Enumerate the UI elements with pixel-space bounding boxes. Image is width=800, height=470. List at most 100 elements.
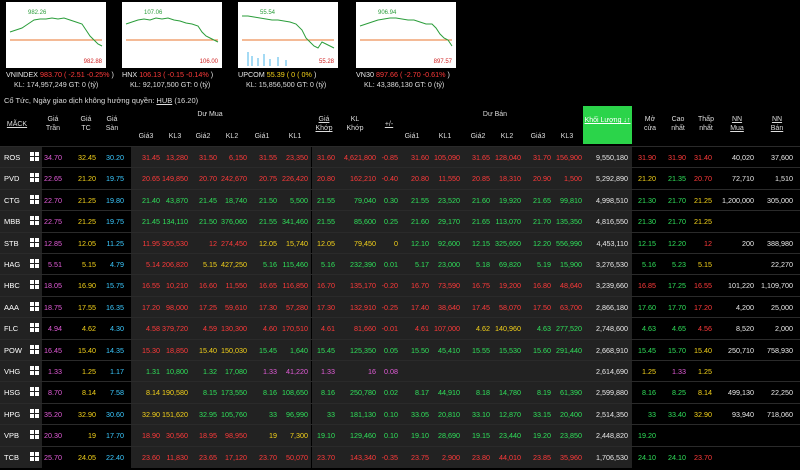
- table-row[interactable]: HSG 8.70 8.14 7.58 8.14 190,580 8.15 173,550 8.1…: [0, 381, 800, 404]
- stock-symbol[interactable]: VPB: [4, 431, 20, 441]
- stock-symbol[interactable]: AAA: [4, 302, 20, 312]
- cell-k1: 108,650: [282, 388, 308, 398]
- cell-nnm: 93,940: [732, 409, 754, 419]
- cell-bg3: 23.85: [533, 452, 551, 462]
- detail-grid-icon[interactable]: [30, 152, 40, 162]
- cell-bk3: [551, 361, 582, 382]
- cell-bk3: 61,390: [560, 388, 582, 398]
- cell-g2: 32.95: [199, 409, 217, 419]
- index-chart[interactable]: 107.06 106.00: [122, 2, 222, 68]
- stock-symbol[interactable]: POW: [4, 345, 22, 355]
- stock-symbol[interactable]: CTG: [4, 195, 20, 205]
- cell-tran: 18.05: [44, 281, 62, 291]
- notice-symbol[interactable]: HUB: [156, 96, 173, 105]
- table-row[interactable]: POW 16.45 15.40 14.35 15.30 18,850 15.40 150,03…: [0, 338, 800, 361]
- cell-san: 16.35: [106, 302, 124, 312]
- detail-grid-icon[interactable]: [30, 173, 40, 183]
- detail-grid-icon[interactable]: [30, 237, 40, 248]
- detail-grid-icon[interactable]: [30, 387, 40, 397]
- table-row[interactable]: HBC 18.05 16.90 15.75 16.55 10,210 16.60 11,550…: [0, 274, 800, 297]
- detail-grid-icon[interactable]: [30, 451, 40, 462]
- detail-grid-icon[interactable]: [30, 194, 40, 205]
- table-row[interactable]: VPB 20.30 19 17.70 18.90 30,560 18.95 98,950 19 7…: [0, 424, 800, 447]
- detail-grid-icon[interactable]: [30, 301, 40, 312]
- cell-kl: 2,514,350: [596, 409, 628, 419]
- cell-bg3: 12.20: [533, 238, 551, 248]
- detail-grid-icon[interactable]: [30, 259, 40, 269]
- index-pct: 0 ( 0%: [291, 70, 312, 79]
- stock-symbol[interactable]: STB: [4, 238, 19, 248]
- cell-bg3: 19.20: [533, 431, 551, 441]
- table-row[interactable]: FLC 4.94 4.62 4.30 4.58 379,720 4.59 130,300 4.6…: [0, 317, 800, 340]
- cell-g3: 16.55: [142, 281, 160, 291]
- index-chart[interactable]: 55.54 55.28: [238, 2, 338, 68]
- detail-grid-icon[interactable]: [30, 430, 40, 440]
- cell-kk: 232,390: [350, 260, 376, 269]
- cell-kl: 9,550,180: [596, 153, 628, 162]
- cell-bk1: 38,640: [438, 302, 460, 312]
- table-row[interactable]: ROS 34.70 32.45 30.20 31.45 13,280 31.50 6,150 3…: [0, 146, 800, 168]
- cell-g1: 15.45: [259, 345, 277, 355]
- index-chart[interactable]: 982.26 982.88: [6, 2, 106, 68]
- stock-symbol[interactable]: PVD: [4, 174, 20, 184]
- chart-high-label: 906.94: [378, 10, 397, 16]
- detail-grid-icon[interactable]: [30, 344, 40, 355]
- cell-g3: 21.45: [142, 217, 160, 227]
- col-plus-minus[interactable]: +/-: [384, 121, 394, 128]
- cell-mo: 33: [648, 409, 656, 419]
- table-row[interactable]: HPG 35.20 32.90 30.60 32.90 151,620 32.95 105,7…: [0, 402, 800, 425]
- detail-grid-icon[interactable]: [30, 280, 40, 290]
- stock-symbol[interactable]: HSG: [4, 388, 21, 398]
- index-chart[interactable]: 906.94 897.57: [356, 2, 456, 68]
- stock-symbol[interactable]: MBB: [4, 217, 21, 227]
- cell-g2: 20.70: [199, 174, 217, 184]
- cell-bg2: 12.15: [472, 238, 490, 248]
- detail-grid-icon[interactable]: [30, 216, 40, 226]
- cell-bg1: 4.61: [415, 324, 429, 334]
- detail-grid-icon[interactable]: [30, 323, 40, 333]
- cell-gk: 5.16: [321, 260, 335, 269]
- cell-san: 19.80: [106, 195, 124, 205]
- table-row[interactable]: TCB 25.70 24.05 22.40 23.60 11,830 23.65 17,120…: [0, 445, 800, 468]
- stock-symbol[interactable]: FLC: [4, 324, 19, 334]
- col-khoi-luong[interactable]: Khối Lượng ↓↑: [583, 106, 632, 144]
- cell-thap: 32.90: [694, 409, 712, 419]
- stock-symbol[interactable]: HAG: [4, 260, 21, 269]
- table-row[interactable]: AAA 18.75 17.55 16.35 17.20 98,000 17.25 59,610…: [0, 295, 800, 318]
- stock-symbol[interactable]: HPG: [4, 409, 21, 419]
- cell-san: 19.75: [106, 217, 124, 227]
- cell-kl: 2,866,180: [596, 302, 628, 312]
- stock-symbol[interactable]: ROS: [4, 153, 21, 162]
- table-row[interactable]: HAG 5.51 5.15 4.79 5.14 206,820 5.15 427,250 5.1…: [0, 253, 800, 275]
- detail-grid-icon[interactable]: [30, 366, 40, 376]
- col-ma-ck[interactable]: MÃCK: [6, 121, 28, 128]
- cell-bk2: 140,960: [495, 324, 521, 334]
- price-line: [242, 15, 335, 49]
- cell-bg1: 19.10: [411, 431, 429, 441]
- cell-k1: 1,640: [290, 345, 308, 355]
- table-row[interactable]: STB 12.85 12.05 11.25 11.95 305,530 12 274,450 1…: [0, 231, 800, 254]
- detail-grid-icon[interactable]: [30, 408, 40, 419]
- col-nn-mua[interactable]: NN Mua: [730, 116, 744, 132]
- cell-gk: 16.70: [317, 281, 335, 291]
- table-row[interactable]: VHG 1.33 1.25 1.17 1.31 10,800 1.32 17,080 1.33 4…: [0, 360, 800, 382]
- table-row[interactable]: CTG 22.70 21.25 19.80 21.40 43,870 21.45 18,740…: [0, 188, 800, 211]
- cell-shade: [312, 211, 409, 233]
- col-nn-ban[interactable]: NN Bán: [770, 116, 784, 132]
- stock-symbol[interactable]: VHG: [4, 367, 21, 376]
- col-gia-khop[interactable]: Giá Khớp: [315, 116, 333, 132]
- cell-shade: [131, 339, 311, 361]
- cell-k2: 59,610: [225, 302, 247, 312]
- stock-symbol[interactable]: HBC: [4, 281, 20, 291]
- cell-mo: 17.60: [638, 302, 656, 312]
- cell-shade: [131, 232, 311, 254]
- col-gia-tran: Giá Trần: [45, 116, 61, 132]
- table-row[interactable]: MBB 22.75 21.25 19.75 21.45 134,110 21.50 376,0…: [0, 210, 800, 233]
- cell-tran: 1.33: [48, 367, 62, 376]
- cell-san: 4.79: [110, 260, 124, 269]
- stock-symbol[interactable]: TCB: [4, 452, 19, 462]
- cell-bg2: 16.75: [472, 281, 490, 291]
- cell-bg2: 19.15: [472, 431, 490, 441]
- table-row[interactable]: PVD 22.65 21.20 19.75 20.65 149,850 20.70 242,6…: [0, 167, 800, 190]
- cell-g1: 8.16: [263, 388, 277, 398]
